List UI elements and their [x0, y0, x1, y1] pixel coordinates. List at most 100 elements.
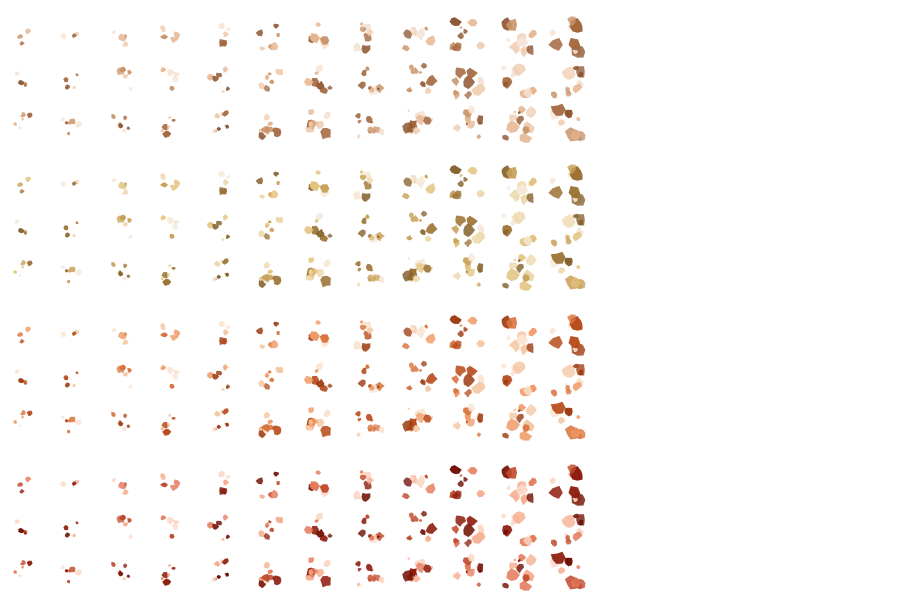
- blob: [123, 522, 128, 527]
- blob: [267, 220, 272, 224]
- blob: [18, 527, 25, 534]
- blob: [160, 482, 169, 488]
- blob: [359, 470, 363, 474]
- blob: [270, 41, 279, 51]
- blob: [116, 515, 125, 524]
- blob: [327, 383, 333, 388]
- blob: [413, 126, 421, 135]
- blob: [418, 519, 423, 522]
- blob: [528, 477, 537, 487]
- blob: [272, 425, 282, 436]
- blob: [211, 576, 217, 582]
- blob: [506, 316, 518, 329]
- blob: [319, 36, 330, 45]
- thumbnail: [160, 172, 181, 192]
- blob: [513, 558, 517, 562]
- blob: [512, 361, 526, 374]
- blob: [18, 574, 22, 578]
- blob: [513, 408, 517, 412]
- blob: [376, 235, 380, 238]
- blob: [14, 71, 20, 76]
- blob: [477, 76, 485, 86]
- blob: [567, 464, 576, 475]
- blob: [75, 521, 79, 525]
- blob: [523, 534, 532, 546]
- blob: [222, 408, 229, 415]
- mosaic-group-2: [13, 164, 586, 291]
- blob: [116, 365, 125, 374]
- thumbnail: [218, 320, 231, 346]
- blob: [67, 118, 76, 125]
- blob: [506, 485, 511, 491]
- blob: [123, 74, 128, 79]
- blob: [453, 237, 460, 244]
- blob: [308, 486, 315, 491]
- blob: [361, 367, 367, 375]
- blob: [365, 66, 370, 71]
- blob: [415, 475, 425, 489]
- blob: [419, 379, 426, 386]
- blob: [75, 419, 82, 426]
- blob: [126, 424, 131, 428]
- blob: [424, 26, 428, 31]
- blob: [459, 25, 463, 29]
- blob: [565, 86, 570, 93]
- blob: [160, 129, 164, 133]
- blob: [503, 229, 509, 235]
- blob: [275, 68, 284, 76]
- blob: [365, 514, 370, 519]
- blob: [361, 492, 371, 502]
- blob: [214, 112, 221, 119]
- blob: [410, 515, 419, 523]
- blob: [477, 563, 484, 573]
- blob: [122, 188, 129, 195]
- blob: [19, 41, 25, 46]
- blob: [63, 375, 69, 381]
- thumbnail: [303, 362, 333, 392]
- thumbnail: [549, 401, 586, 440]
- blob: [502, 582, 509, 589]
- blob: [111, 178, 116, 183]
- blob: [519, 580, 533, 591]
- blob: [369, 384, 375, 391]
- blob: [551, 539, 558, 547]
- blob: [565, 534, 570, 541]
- blob: [260, 125, 270, 135]
- blob: [20, 259, 26, 266]
- blob: [455, 67, 467, 79]
- blob: [259, 494, 266, 499]
- blob: [558, 267, 566, 274]
- thumbnail: [218, 22, 231, 48]
- blob: [212, 523, 220, 530]
- blob: [477, 263, 484, 273]
- blob: [418, 219, 423, 222]
- blob: [319, 385, 328, 392]
- blob: [551, 239, 558, 247]
- thumbnail: [160, 264, 176, 286]
- blob: [425, 222, 438, 234]
- blob: [13, 122, 17, 126]
- blob: [501, 213, 507, 219]
- blob: [60, 33, 67, 40]
- blob: [357, 417, 362, 422]
- blob: [267, 121, 274, 126]
- thumbnail: [353, 470, 374, 502]
- thumbnail: [60, 265, 82, 284]
- blob: [160, 67, 167, 73]
- blob: [425, 333, 436, 344]
- thumbnail: [451, 215, 486, 248]
- blob: [467, 568, 475, 577]
- blob: [25, 28, 32, 35]
- blob: [225, 174, 231, 180]
- blob: [517, 409, 521, 413]
- blob: [517, 184, 529, 196]
- blob: [64, 382, 71, 388]
- blob: [425, 235, 432, 242]
- blob: [528, 327, 537, 337]
- thumbnail: [60, 180, 80, 188]
- blob: [502, 282, 509, 289]
- blob: [275, 366, 284, 374]
- thumbnail: [218, 470, 231, 496]
- blob: [528, 177, 537, 187]
- blob: [224, 422, 229, 427]
